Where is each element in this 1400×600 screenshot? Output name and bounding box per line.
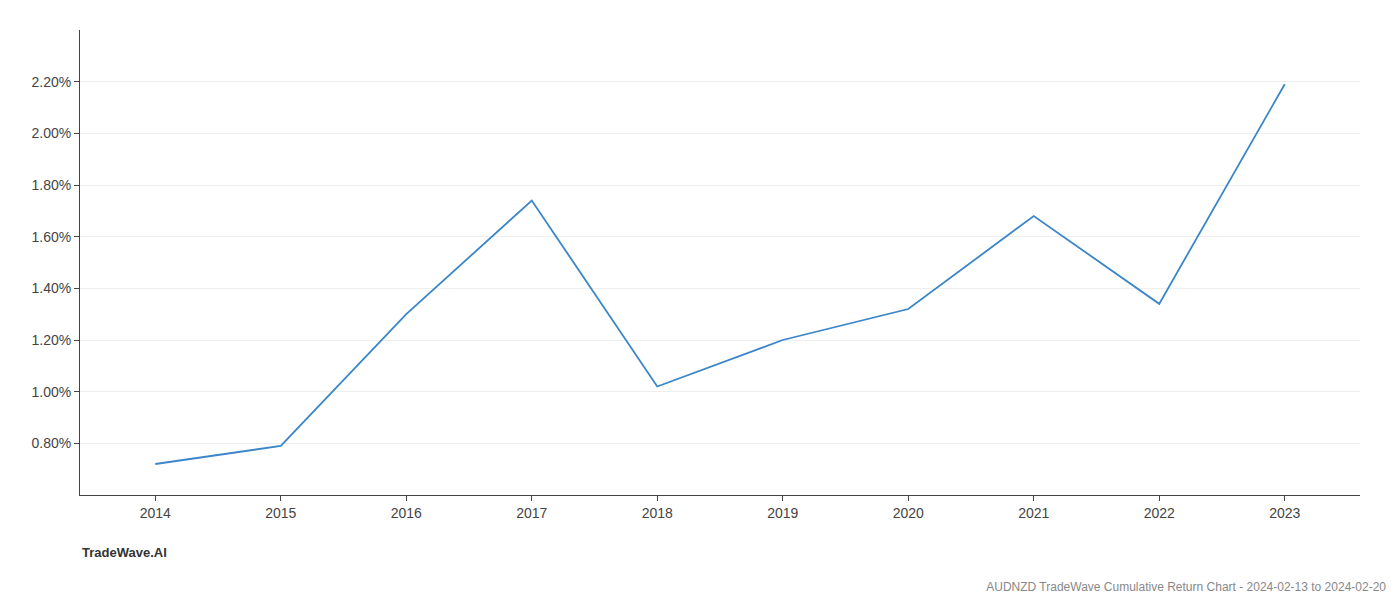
svg-text:1.60%: 1.60%: [31, 229, 71, 245]
svg-text:2023: 2023: [1269, 505, 1300, 521]
svg-text:2015: 2015: [265, 505, 296, 521]
svg-text:1.20%: 1.20%: [31, 332, 71, 348]
svg-text:1.80%: 1.80%: [31, 177, 71, 193]
svg-text:2016: 2016: [391, 505, 422, 521]
svg-text:2021: 2021: [1018, 505, 1049, 521]
svg-text:2017: 2017: [516, 505, 547, 521]
svg-text:0.80%: 0.80%: [31, 435, 71, 451]
svg-text:2019: 2019: [767, 505, 798, 521]
svg-text:2022: 2022: [1144, 505, 1175, 521]
svg-text:2.20%: 2.20%: [31, 74, 71, 90]
svg-text:2014: 2014: [140, 505, 171, 521]
svg-text:1.00%: 1.00%: [31, 384, 71, 400]
svg-text:TradeWave.AI: TradeWave.AI: [82, 545, 167, 560]
svg-text:AUDNZD TradeWave Cumulative Re: AUDNZD TradeWave Cumulative Return Chart…: [986, 580, 1386, 594]
svg-text:2.00%: 2.00%: [31, 125, 71, 141]
svg-text:2018: 2018: [642, 505, 673, 521]
svg-text:2020: 2020: [893, 505, 924, 521]
svg-text:1.40%: 1.40%: [31, 280, 71, 296]
